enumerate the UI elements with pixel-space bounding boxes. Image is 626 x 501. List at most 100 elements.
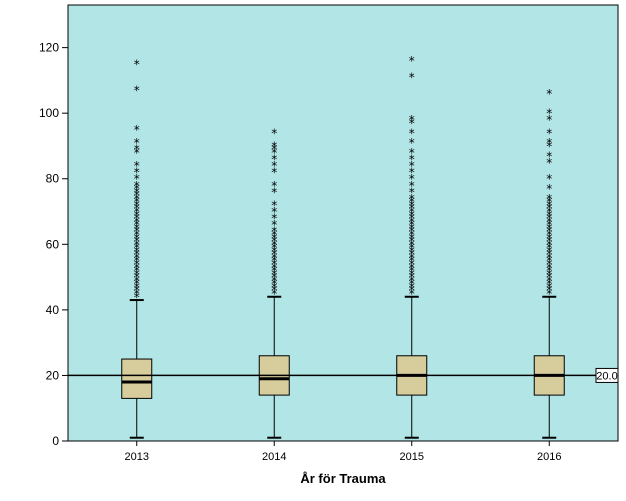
outlier-star: * <box>409 113 415 127</box>
outlier-star: * <box>409 264 415 278</box>
outlier-star: * <box>546 202 552 216</box>
outlier-star: * <box>546 248 552 262</box>
outlier-star: * <box>134 58 140 72</box>
outlier-star: * <box>271 126 277 140</box>
outlier-star: * <box>546 280 552 294</box>
outlier-star: * <box>134 284 140 298</box>
outlier-star: * <box>409 267 415 281</box>
outlier-star: * <box>271 261 277 275</box>
outlier-star: * <box>271 228 277 242</box>
outlier-star: * <box>409 251 415 265</box>
outlier-star: * <box>409 271 415 285</box>
outlier-star: * <box>409 185 415 199</box>
outlier-star: * <box>271 251 277 265</box>
outlier-star: * <box>134 287 140 301</box>
outlier-star: * <box>271 231 277 245</box>
outlier-star: * <box>271 143 277 157</box>
outlier-star: * <box>134 231 140 245</box>
outlier-star: * <box>409 153 415 167</box>
outlier-star: * <box>409 231 415 245</box>
outlier-star: * <box>271 264 277 278</box>
outlier-star: * <box>546 254 552 268</box>
outlier-star: * <box>409 166 415 180</box>
plot-area <box>67 4 619 442</box>
outlier-star: * <box>134 205 140 219</box>
outlier-star: * <box>134 261 140 275</box>
outlier-star: * <box>409 205 415 219</box>
outlier-star: * <box>271 218 277 232</box>
outlier-star: * <box>409 225 415 239</box>
outlier-star: * <box>271 280 277 294</box>
outlier-star: * <box>546 284 552 298</box>
y-tick-label-60: 60 <box>46 237 60 251</box>
x-tick-label-2016: 2016 <box>537 451 561 463</box>
outlier-star: * <box>134 244 140 258</box>
outlier-star: * <box>409 284 415 298</box>
outlier-star: * <box>134 248 140 262</box>
iqr-box <box>121 358 153 399</box>
outlier-star: * <box>271 235 277 249</box>
outlier-star: * <box>409 179 415 193</box>
outlier-star: * <box>271 198 277 212</box>
outlier-star: * <box>134 257 140 271</box>
outlier-star: * <box>271 241 277 255</box>
outlier-star: * <box>134 290 140 304</box>
outlier-star: * <box>134 251 140 265</box>
outlier-star: * <box>271 271 277 285</box>
outlier-star: * <box>271 284 277 298</box>
outlier-star: * <box>409 215 415 229</box>
outlier-star: * <box>409 238 415 252</box>
outlier-star: * <box>409 228 415 242</box>
outlier-star: * <box>134 159 140 173</box>
outlier-star: * <box>134 238 140 252</box>
outlier-star: * <box>546 198 552 212</box>
y-axis: 0 20 40 60 80 100 120 <box>39 5 69 448</box>
outlier-star: * <box>271 166 277 180</box>
outlier-star: * <box>134 202 140 216</box>
outlier-star: * <box>134 271 140 285</box>
outlier-star: * <box>271 274 277 288</box>
y-tick-label-0: 0 <box>52 434 59 448</box>
outlier-star: * <box>409 287 415 301</box>
outlier-star: * <box>546 277 552 291</box>
outlier-star: * <box>271 238 277 252</box>
outlier-star: * <box>271 244 277 258</box>
outlier-star: * <box>546 271 552 285</box>
reference-label: 20.0 <box>596 370 617 382</box>
outlier-star: * <box>134 218 140 232</box>
outlier-star: * <box>134 241 140 255</box>
y-tick-label-100: 100 <box>39 106 59 120</box>
outlier-star: * <box>271 254 277 268</box>
reference-line-group: 20.0 <box>68 367 619 383</box>
outlier-star: * <box>134 212 140 226</box>
outlier-star: * <box>409 159 415 173</box>
outlier-star: * <box>546 238 552 252</box>
outlier-star: * <box>546 182 552 196</box>
outlier-star: * <box>546 218 552 232</box>
outlier-star: * <box>134 136 140 150</box>
outlier-star: * <box>271 139 277 153</box>
outlier-star: * <box>546 257 552 271</box>
outlier-star: * <box>134 189 140 203</box>
outlier-star: * <box>409 208 415 222</box>
outlier-star: * <box>271 205 277 219</box>
outlier-star: * <box>134 146 140 160</box>
outlier-star: * <box>546 212 552 226</box>
outlier-star: * <box>409 54 415 68</box>
outlier-star: * <box>134 84 140 98</box>
outlier-star: * <box>409 241 415 255</box>
outlier-star: * <box>546 241 552 255</box>
outlier-star: * <box>134 166 140 180</box>
outlier-star: * <box>409 235 415 249</box>
outlier-star: * <box>271 225 277 239</box>
outlier-star: * <box>546 87 552 101</box>
outlier-star: * <box>546 274 552 288</box>
y-tick-label-120: 120 <box>39 41 59 55</box>
outlier-star: * <box>546 287 552 301</box>
outlier-star: * <box>546 172 552 186</box>
outlier-star: * <box>271 248 277 262</box>
outlier-star: * <box>271 287 277 301</box>
outlier-star: * <box>409 280 415 294</box>
outlier-star: * <box>409 244 415 258</box>
outlier-star: * <box>134 179 140 193</box>
